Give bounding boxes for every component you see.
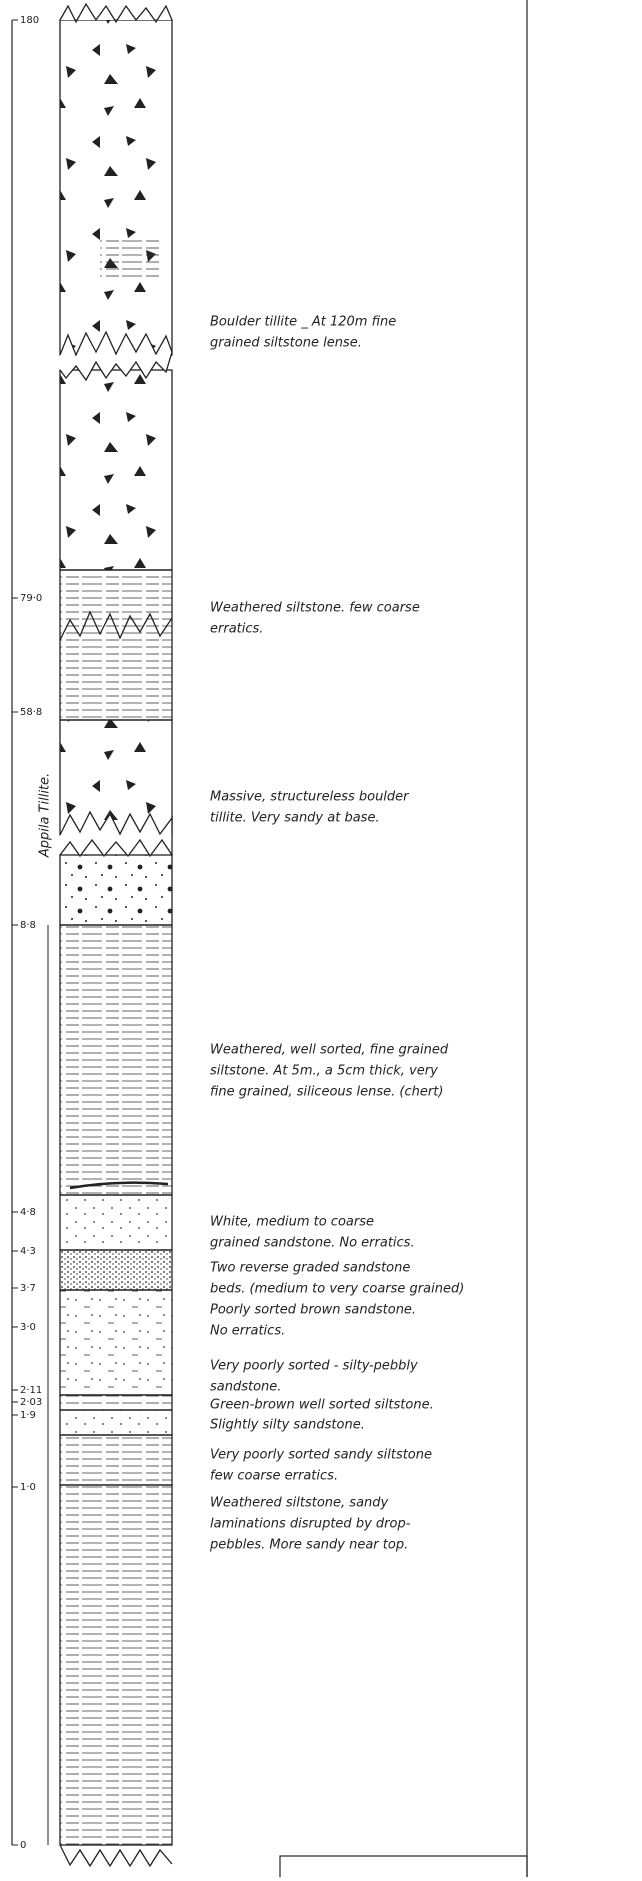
depth-label: 4·3 [20,1246,36,1257]
description-line: Poorly sorted brown sandstone. [210,1303,416,1318]
formation-name: Appila Tillite. [38,773,53,858]
jagged-bottom [59,1844,173,1868]
depth-label: 1·0 [20,1482,36,1493]
description-line: Slightly silty sandstone. [210,1418,365,1433]
depth-label: 3·7 [20,1283,36,1294]
description-line: Green-brown well sorted siltstone. [210,1398,434,1413]
description-line: Very poorly sorted sandy siltstone [210,1448,432,1463]
jagged-contact [59,330,173,382]
jagged-contacts [59,2,173,1868]
silty-sandstone-layer [59,1409,173,1436]
jagged-contact [59,610,173,641]
depth-label: 1·9 [20,1410,36,1421]
description-line: Weathered, well sorted, fine grained [210,1043,449,1058]
sandstone-layer [59,1289,173,1396]
jagged-contact [59,810,173,858]
description-line: siltstone. At 5m., a 5cm thick, very [210,1064,438,1079]
depth-label: 3·0 [20,1322,36,1333]
description-line: few coarse erratics. [210,1469,338,1484]
depth-label: 58·8 [20,707,42,718]
description-line: grained sandstone. No erratics. [210,1236,415,1251]
description-line: Very poorly sorted - silty-pebbly [210,1359,418,1374]
depth-label: 0 [20,1840,26,1851]
siltstone-layer [59,924,173,1196]
siltstone-layer [59,1434,173,1486]
sandstone-layer [59,1194,173,1251]
siltstone-layer [59,1394,173,1411]
depth-label: 180 [20,15,39,26]
tillite-layer [59,19,173,356]
description-line: No erratics. [210,1324,285,1339]
description-line: beds. (medium to very coarse grained) [210,1282,464,1297]
siltstone-layer [59,1484,173,1846]
column-layers [59,19,173,1846]
silt-lens [100,240,160,280]
tillite-layer [59,719,173,836]
depth-label: 2·11 [20,1385,42,1396]
frame-box [279,1855,528,1881]
depth-label: 8·8 [20,920,36,931]
description-line: Weathered siltstone, sandy [210,1496,389,1511]
description-line: sandstone. [210,1380,281,1395]
pebbly-sand-layer [59,854,173,926]
description-line: fine grained, siliceous lense. (chert) [210,1085,443,1100]
jagged-top [59,2,173,24]
description-line: erratics. [210,622,263,637]
chert-lens [69,1181,169,1190]
description-line: laminations disrupted by drop- [210,1517,411,1532]
depth-label: 2·03 [20,1397,42,1408]
graded-sandstone-layer [59,1249,173,1291]
description-line: Two reverse graded sandstone [210,1261,410,1276]
description-line: grained siltstone lense. [210,336,362,351]
tillite-layer [59,369,173,571]
description-line: Massive, structureless boulder [210,790,410,805]
description-line: White, medium to coarse [210,1215,374,1230]
description-line: Boulder tillite _ At 120m fine [210,315,396,330]
depth-label: 79·0 [20,593,42,604]
description-line: tillite. Very sandy at base. [210,811,380,826]
description-line: pebbles. More sandy near top. [209,1538,408,1553]
description-line: Weathered siltstone. few coarse [210,601,420,616]
depth-label: 4·8 [20,1207,36,1218]
siltstone-layer [59,569,173,721]
